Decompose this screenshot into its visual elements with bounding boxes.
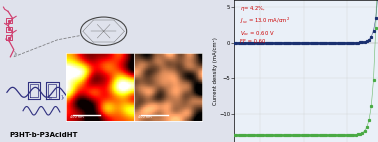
Text: ]$_m$: ]$_m$: [47, 93, 54, 102]
Text: 400 nm: 400 nm: [138, 115, 151, 119]
Text: )$_x$: )$_x$: [13, 49, 19, 58]
Text: P3HT-b-P3AcidHT: P3HT-b-P3AcidHT: [9, 132, 78, 138]
Text: 400 nm: 400 nm: [70, 115, 83, 119]
Y-axis label: Current density (mA/cm²): Current density (mA/cm²): [213, 37, 218, 105]
Text: ]$_n$: ]$_n$: [60, 93, 66, 102]
Text: $\eta$= 4.2%,
$J_{sc}$ = 13.0 mA/cm$^2$
$V_{oc}$ = 0.60 V
FF = 0.60: $\eta$= 4.2%, $J_{sc}$ = 13.0 mA/cm$^2$ …: [240, 4, 290, 44]
